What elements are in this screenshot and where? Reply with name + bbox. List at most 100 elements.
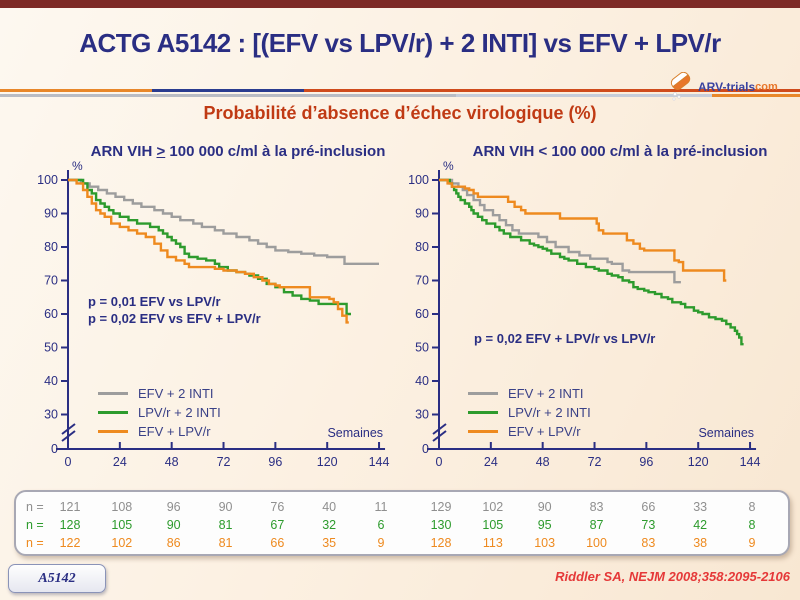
pvalue-line: p = 0,02 EFV vs EFV + LPV/r — [88, 311, 261, 326]
n-value: 32 — [322, 518, 337, 532]
n-value: 9 — [748, 536, 756, 550]
legend-item: LPV/r + 2 INTI — [468, 403, 591, 422]
svg-text:60: 60 — [415, 307, 429, 321]
n-value: 129 — [430, 500, 452, 514]
n-value: 81 — [218, 536, 233, 550]
svg-text:120: 120 — [317, 455, 338, 469]
svg-text:70: 70 — [44, 274, 58, 288]
efv-lpvr-line-swatch — [468, 430, 498, 433]
legend-label: LPV/r + 2 INTI — [138, 405, 221, 420]
n-value: 105 — [482, 518, 504, 532]
n-value: 6 — [377, 518, 385, 532]
right-chart-pvalue: p = 0,02 EFV + LPV/r vs LPV/r — [474, 330, 655, 347]
left-survival-chart: 100 90 80 70 60 50 40 30 00 24 48 72 96 120 144% Semain… — [37, 159, 390, 469]
subtitle: Probabilité d’absence d’échec virologiqu… — [203, 103, 597, 123]
legend-item: EFV + LPV/r — [468, 422, 591, 441]
svg-text:70: 70 — [415, 274, 429, 288]
svg-text:%: % — [443, 159, 454, 173]
n-value: 96 — [166, 500, 181, 514]
logo-text: ARV-trials — [698, 80, 756, 94]
svg-text:30: 30 — [44, 408, 58, 422]
n-row-label: n = — [26, 518, 44, 532]
n-value: 8 — [748, 518, 756, 532]
n-value: 40 — [322, 500, 337, 514]
svg-text:Semaines: Semaines — [327, 426, 383, 440]
n-value: 128 — [59, 518, 81, 532]
n-value: 38 — [693, 536, 708, 550]
n-value: 67 — [270, 518, 285, 532]
right-title-prefix: ARN VIH — [472, 143, 539, 160]
n-value: 113 — [482, 536, 503, 550]
arv-trials-logo: ARV-trials com — [668, 72, 798, 102]
pvalue-line: p = 0,01 EFV vs LPV/r — [88, 294, 221, 309]
n-value: 108 — [111, 500, 133, 514]
svg-text:0: 0 — [422, 442, 429, 456]
n-value: 11 — [374, 500, 388, 514]
n-row-label: n = — [26, 500, 44, 514]
legend-label: EFV + 2 INTI — [138, 386, 214, 401]
svg-text:0: 0 — [65, 455, 72, 469]
svg-text:144: 144 — [369, 455, 390, 469]
n-value: 42 — [693, 518, 708, 532]
right-title-suffix: 100 000 c/ml à la pré-inclusion — [547, 143, 768, 160]
svg-text:80: 80 — [44, 240, 58, 254]
svg-text:%: % — [72, 159, 83, 173]
n-value: 90 — [537, 500, 552, 514]
svg-text:144: 144 — [740, 455, 761, 469]
right-survival-chart: 100 90 80 70 60 50 40 30 00 24 48 72 96 120 144% Semain… — [408, 159, 761, 469]
legend-item: EFV + LPV/r — [98, 422, 221, 441]
left-chart-pvalues: p = 0,01 EFV vs LPV/r p = 0,02 EFV vs EF… — [88, 293, 261, 327]
legend-label: EFV + 2 INTI — [508, 386, 584, 401]
svg-text:72: 72 — [588, 455, 602, 469]
n-value: 95 — [537, 518, 552, 532]
n-value: 100 — [586, 536, 607, 550]
right-title-comparator: < — [538, 143, 548, 160]
n-value: 105 — [111, 518, 133, 532]
svg-text:48: 48 — [165, 455, 179, 469]
n-value: 87 — [589, 518, 604, 532]
n-row-label: n = — [26, 536, 44, 550]
svg-text:24: 24 — [484, 455, 498, 469]
n-value: 103 — [534, 536, 556, 550]
svg-text:Semaines: Semaines — [698, 426, 754, 440]
legend-label: EFV + LPV/r — [508, 424, 581, 439]
legend-item: LPV/r + 2 INTI — [98, 403, 221, 422]
citation: Riddler SA, NEJM 2008;358:2095-2106 — [555, 569, 790, 584]
n-value: 128 — [430, 536, 452, 550]
divider-line-top — [0, 89, 800, 92]
efv-2inti-line-swatch — [468, 392, 498, 395]
svg-text:30: 30 — [415, 408, 429, 422]
n-value: 66 — [641, 500, 656, 514]
n-value: 66 — [270, 536, 285, 550]
logo-suffix: com — [755, 81, 778, 93]
svg-text:72: 72 — [217, 455, 231, 469]
n-value: 102 — [482, 500, 504, 514]
lpvr-2inti-line-swatch — [468, 411, 498, 414]
left-title-comparator: > — [156, 143, 166, 160]
n-value: 76 — [270, 500, 285, 514]
svg-text:100: 100 — [37, 173, 58, 187]
n-value: 90 — [218, 500, 233, 514]
n-value: 130 — [430, 518, 452, 532]
left-title-suffix: 100 000 c/ml à la pré-inclusion — [165, 143, 386, 160]
patients-at-risk-table: n = 121 108 96 90 76 40 11 129 102 90 83 66 33 8 n = 128… — [14, 490, 790, 556]
svg-text:48: 48 — [536, 455, 550, 469]
n-value: 9 — [377, 536, 385, 550]
n-value: 86 — [166, 536, 181, 550]
efv-lpvr-line-swatch — [98, 430, 128, 433]
n-value: 122 — [59, 536, 81, 550]
right-chart-legend: EFV + 2 INTI LPV/r + 2 INTI EFV + LPV/r — [468, 384, 591, 441]
legend-label: LPV/r + 2 INTI — [508, 405, 591, 420]
n-value: 83 — [589, 500, 604, 514]
svg-text:96: 96 — [268, 455, 282, 469]
svg-text:50: 50 — [44, 341, 58, 355]
legend-item: EFV + 2 INTI — [468, 384, 591, 403]
svg-text:24: 24 — [113, 455, 127, 469]
n-value: 90 — [166, 518, 181, 532]
legend-label: EFV + LPV/r — [138, 424, 211, 439]
svg-text:0: 0 — [51, 442, 58, 456]
lpvr-2inti-line-swatch — [98, 411, 128, 414]
n-value: 121 — [59, 500, 81, 514]
n-value: 33 — [693, 500, 708, 514]
n-value: 83 — [641, 536, 656, 550]
